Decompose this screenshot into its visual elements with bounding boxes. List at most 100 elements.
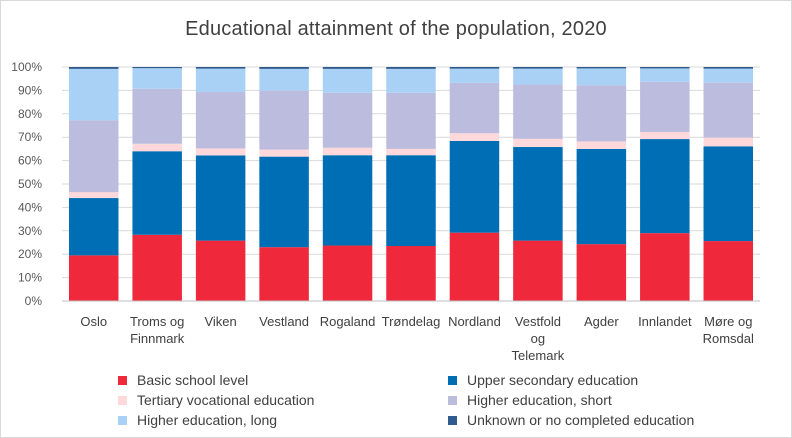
legend-item: Higher education, long — [118, 412, 277, 428]
bar-segment — [68, 67, 119, 69]
bar-segment — [68, 198, 119, 256]
bar-segment — [195, 240, 246, 301]
legend-label: Unknown or no completed education — [467, 412, 695, 428]
legend-label: Upper secondary education — [467, 372, 639, 388]
bar-stack — [68, 67, 119, 301]
bar-segment — [386, 148, 436, 156]
bar-segment — [132, 151, 182, 235]
bar-segment — [386, 68, 436, 93]
legend: Basic school level Upper secondary educat… — [118, 372, 738, 434]
bar-segment — [703, 67, 754, 69]
bar-segment — [259, 67, 309, 69]
bar-segment — [449, 68, 500, 83]
y-tick-label: 0% — [25, 294, 43, 308]
bar-segment — [259, 156, 309, 248]
bar-segment — [449, 140, 500, 233]
bar-segment — [703, 68, 754, 83]
bar-segment — [195, 92, 246, 149]
y-tick-label: 80% — [18, 107, 42, 121]
legend-item: Basic school level — [118, 372, 248, 388]
bar-segment — [449, 67, 500, 69]
bar-segment — [259, 247, 309, 301]
bar-segment — [640, 67, 690, 69]
category-label: Nordland — [448, 314, 501, 329]
bar-segment — [576, 244, 627, 301]
y-tick-label: 30% — [18, 224, 42, 238]
category-label: Trøndelag — [382, 314, 441, 329]
bar-segment — [640, 139, 690, 234]
y-tick-label: 20% — [18, 247, 42, 261]
chart-title: Educational attainment of the population… — [185, 18, 607, 40]
bar-segment — [640, 68, 690, 82]
legend-swatch — [448, 415, 457, 425]
legend-item: Upper secondary education — [448, 372, 638, 388]
bar-segment — [259, 90, 309, 150]
category-label: Vestland — [259, 314, 309, 329]
category-label: Troms og Finnmark — [130, 314, 185, 346]
legend-label: Higher education, short — [467, 392, 612, 408]
bar-segment — [68, 120, 119, 193]
category-label: Oslo — [80, 314, 107, 329]
legend-swatch — [448, 375, 457, 385]
bar-segment — [703, 137, 754, 147]
legend-swatch — [118, 395, 127, 405]
bar-segment — [640, 132, 690, 140]
bar-segment — [259, 149, 309, 157]
legend-swatch — [448, 395, 457, 405]
legend-item: Higher education, short — [448, 392, 612, 408]
bar-segment — [195, 155, 246, 241]
bar-segment — [195, 67, 246, 69]
bar-segment — [132, 67, 182, 69]
bar-segment — [195, 68, 246, 93]
bar-segment — [322, 147, 373, 156]
y-tick-label: 70% — [18, 130, 42, 144]
bar-segment — [132, 88, 182, 144]
legend-swatch — [118, 415, 127, 425]
y-tick-label: 40% — [18, 200, 42, 214]
bar-stack — [513, 67, 563, 301]
category-label: Møre og Romsdal — [703, 314, 754, 346]
legend-label: Higher education, long — [137, 412, 278, 428]
bar-segment — [513, 67, 563, 69]
bar-stack — [386, 67, 436, 301]
bar-stack — [576, 67, 627, 301]
bar-segment — [640, 233, 690, 301]
bar-segment — [386, 92, 436, 149]
bar-segment — [640, 81, 690, 133]
bar-segment — [68, 192, 119, 199]
bar-stack — [259, 67, 309, 301]
category-label: Agder — [584, 314, 619, 329]
y-tick-label: 50% — [18, 177, 42, 191]
bar-segment — [576, 67, 627, 69]
bar-segment — [322, 68, 373, 93]
bar-segment — [322, 245, 373, 301]
bar-segment — [449, 82, 500, 134]
bar-segment — [576, 85, 627, 142]
bar-segment — [703, 146, 754, 242]
y-tick-label: 60% — [18, 154, 42, 168]
bar-segment — [703, 82, 754, 138]
bar-segment — [386, 67, 436, 69]
bar-segment — [322, 67, 373, 69]
x-axis: Oslo Troms og Finnmark Viken Vestland Rogalan… — [62, 300, 760, 363]
bar-segment — [513, 138, 563, 148]
bar-segment — [132, 68, 182, 89]
bar-segment — [259, 68, 309, 91]
bar-segment — [386, 246, 436, 301]
bar-stacks — [68, 67, 754, 301]
bar-stack — [449, 67, 500, 301]
bar-stack — [703, 67, 754, 301]
bar-segment — [513, 240, 563, 301]
bar-stack — [640, 67, 690, 301]
y-tick-label: 100% — [11, 60, 42, 74]
bar-segment — [132, 143, 182, 152]
bar-stack — [195, 67, 246, 301]
bar-segment — [68, 255, 119, 301]
bar-segment — [576, 148, 627, 245]
bar-segment — [68, 68, 119, 121]
legend-item: Tertiary vocational education — [118, 392, 314, 408]
y-tick-label: 90% — [18, 83, 42, 97]
bar-segment — [449, 133, 500, 141]
bar-segment — [576, 68, 627, 86]
bar-segment — [513, 147, 563, 241]
